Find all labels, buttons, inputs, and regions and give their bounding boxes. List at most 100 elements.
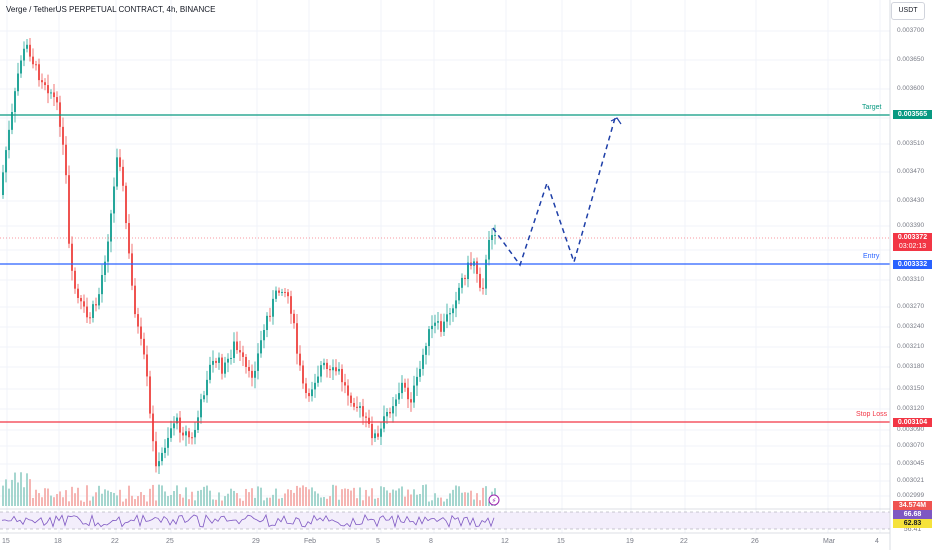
candle-body	[449, 313, 451, 315]
volume-bar	[329, 496, 331, 506]
volume-bar	[245, 488, 247, 506]
volume-bar	[209, 490, 211, 506]
candle-body	[35, 64, 37, 66]
volume-bar	[170, 494, 172, 506]
price-tick-label: 0.003470	[897, 168, 925, 175]
volume-bar	[332, 484, 334, 506]
volume-bar	[173, 491, 175, 506]
candle-body	[104, 261, 106, 275]
volume-bar	[434, 493, 436, 506]
volume-bar	[458, 486, 460, 506]
candle-body	[206, 379, 208, 396]
stop-loss-price-badge: 0.003104	[893, 418, 932, 427]
price-tick-label: 0.003150	[897, 385, 925, 392]
volume-bar	[251, 488, 253, 506]
volume-bar	[281, 497, 283, 506]
candle-body	[107, 241, 109, 262]
candle-body	[422, 354, 424, 369]
volume-bar	[8, 488, 10, 506]
candle-body	[260, 340, 262, 354]
candle-body	[389, 411, 391, 414]
candle-body	[287, 292, 289, 297]
candle-body	[164, 447, 166, 453]
candle-body	[386, 411, 388, 417]
candle-body	[122, 166, 124, 186]
volume-bar	[353, 487, 355, 506]
candle-body	[416, 376, 418, 386]
volume-bar	[44, 488, 46, 506]
entry-price-badge: 0.003332	[893, 260, 932, 269]
candle-body	[266, 315, 268, 331]
candle-body	[488, 239, 490, 260]
candle-body	[317, 376, 319, 383]
time-tick-label: 15	[557, 538, 565, 545]
volume-bar	[371, 488, 373, 506]
volume-bar	[26, 473, 28, 506]
candle-body	[11, 112, 13, 130]
volume-bar	[41, 497, 43, 506]
price-tick-label: 0.003700	[897, 27, 925, 34]
volume-bar	[335, 485, 337, 506]
candle-body	[74, 270, 76, 289]
candle-body	[221, 357, 223, 374]
candle-body	[194, 429, 196, 438]
candle-body	[176, 417, 178, 424]
candle-body	[47, 85, 49, 94]
volume-bar	[308, 489, 310, 506]
candle-body	[143, 338, 145, 355]
rsi-third-value: 56.41	[893, 528, 932, 532]
candle-body	[215, 360, 217, 363]
volume-bar	[473, 499, 475, 506]
volume-bar	[380, 486, 382, 506]
candle-body	[299, 353, 301, 366]
volume-bar	[482, 487, 484, 506]
rsi-line	[1, 513, 495, 529]
candle-body	[131, 253, 133, 286]
volume-bar	[152, 484, 154, 506]
candle-body	[257, 353, 259, 371]
candle-body	[314, 382, 316, 390]
candle-body	[146, 354, 148, 377]
time-tick-label: 18	[54, 538, 62, 545]
volume-bar	[194, 500, 196, 506]
time-tick-label: 22	[111, 538, 119, 545]
volume-bar	[122, 501, 124, 506]
volume-bar	[398, 488, 400, 506]
volume-bar	[344, 488, 346, 506]
candle-body	[161, 452, 163, 462]
volume-bar	[11, 479, 13, 506]
volume-bar	[119, 489, 121, 506]
candle-body	[332, 367, 334, 371]
volume-bar	[263, 500, 265, 506]
candle-body	[353, 402, 355, 407]
volume-bar	[488, 501, 490, 506]
volume-bar	[71, 486, 73, 506]
currency-selector[interactable]: USDT	[891, 2, 925, 20]
volume-bar	[284, 493, 286, 506]
candle-body	[365, 416, 367, 418]
volume-bar	[89, 500, 91, 506]
volume-bar	[179, 494, 181, 506]
candle-body	[137, 314, 139, 327]
candle-body	[113, 186, 115, 214]
candle-body	[191, 437, 193, 439]
candle-body	[251, 370, 253, 378]
candle-body	[305, 383, 307, 394]
volume-bar	[98, 485, 100, 506]
volume-bar	[164, 491, 166, 506]
volume-bar	[80, 500, 82, 506]
volume-bar	[287, 489, 289, 506]
volume-bar	[413, 489, 415, 506]
candle-body	[437, 321, 439, 323]
candle-body	[152, 413, 154, 442]
price-tick-label: 0.003120	[897, 405, 925, 412]
volume-bars	[2, 472, 496, 506]
candle-body	[242, 352, 244, 357]
volume-bar	[242, 500, 244, 506]
volume-bar	[428, 501, 430, 506]
candle-body	[98, 294, 100, 306]
time-tick-label: 22	[680, 538, 688, 545]
price-tick-label: 0.003070	[897, 442, 925, 449]
volume-bar	[404, 496, 406, 506]
